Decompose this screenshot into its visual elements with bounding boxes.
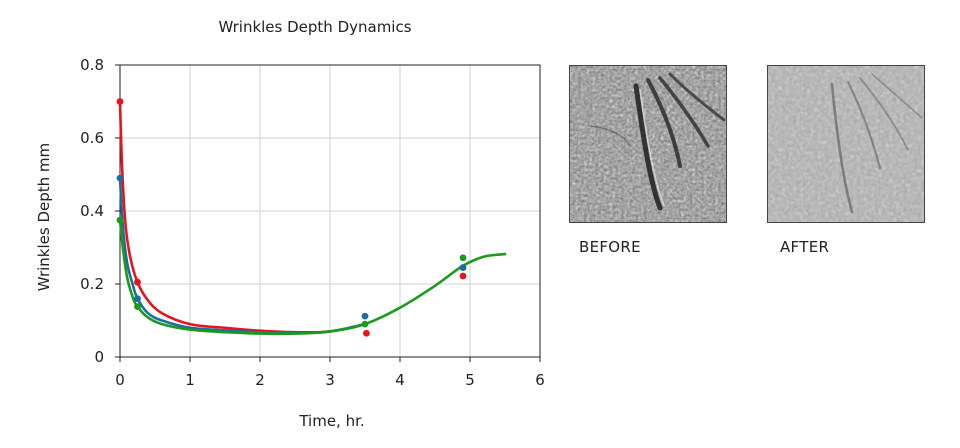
- x-tick-label: 4: [395, 371, 405, 389]
- x-tick-label: 2: [255, 371, 265, 389]
- y-tick-label: 0.8: [80, 56, 104, 74]
- series-0-line: [118, 100, 367, 334]
- chart-tick-labels: 0 1 2 3 4 5 6 0 0.2 0.4 0.6 0.8: [80, 56, 545, 389]
- series-2-line: [118, 218, 507, 336]
- x-tick-label: 6: [535, 371, 545, 389]
- series-2-point: [134, 303, 141, 311]
- y-tick-label: 0: [94, 348, 104, 366]
- y-axis-label: Wrinkles Depth mm: [35, 142, 53, 292]
- series-0-point: [134, 278, 141, 286]
- x-tick-label: 3: [325, 371, 335, 389]
- before-skin-image: [569, 65, 727, 223]
- series-2-point: [116, 216, 124, 224]
- after-caption: AFTER: [780, 238, 830, 256]
- series-0-point: [116, 98, 124, 105]
- x-tick-label: 1: [185, 371, 195, 389]
- chart-title: Wrinkles Depth Dynamics: [218, 18, 412, 36]
- series-2-point: [361, 320, 369, 328]
- y-tick-label: 0.4: [80, 202, 104, 220]
- after-skin-image: [767, 65, 925, 223]
- chart-points: [116, 98, 467, 337]
- chart-curves: [118, 100, 507, 336]
- series-2-point: [459, 254, 467, 262]
- series-1-point: [361, 312, 369, 320]
- chart-axes: [115, 64, 541, 362]
- series-1-point: [459, 264, 467, 271]
- series-1-point: [116, 174, 124, 182]
- series-0-point: [363, 329, 370, 337]
- series-1-point: [134, 295, 141, 302]
- chart-grid: [120, 64, 541, 357]
- x-tick-label: 0: [115, 371, 125, 389]
- x-axis-label: Time, hr.: [299, 412, 365, 430]
- series-0-point: [459, 272, 467, 280]
- x-tick-label: 5: [465, 371, 475, 389]
- y-tick-label: 0.6: [80, 129, 104, 147]
- before-caption: BEFORE: [579, 238, 641, 256]
- y-tick-label: 0.2: [80, 275, 104, 293]
